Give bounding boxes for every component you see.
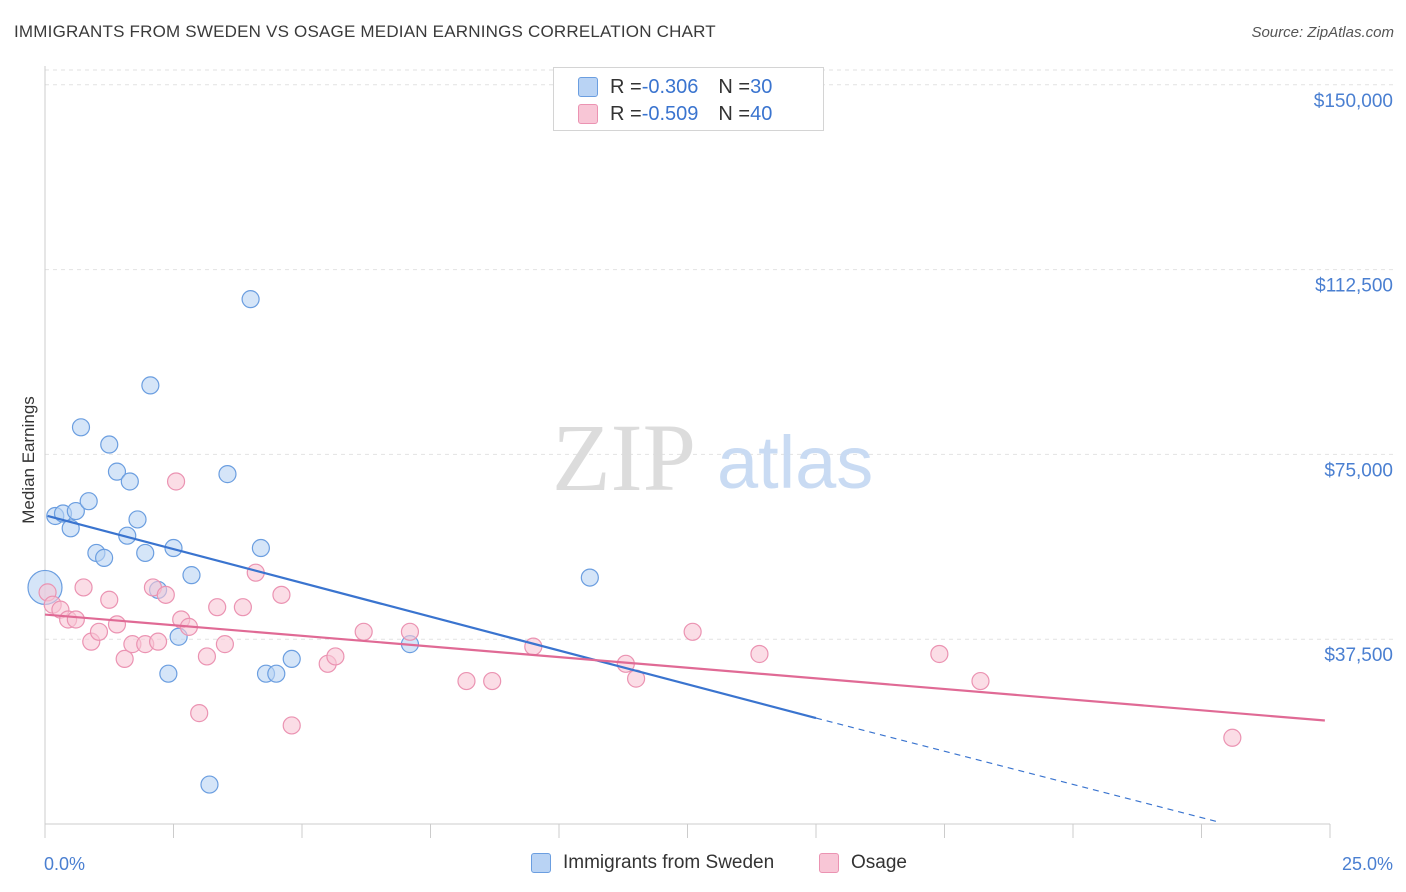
legend-n-label: N = [718,75,751,98]
legend-swatch-pink [578,104,598,124]
series-osage-points [38,472,1242,747]
sweden-point [107,462,127,481]
axis-labels: $37,500 $75,000 $112,500 $150,000 0.0% 25.0% M… [19,91,1393,874]
axes [44,66,1331,838]
sweden-point [282,649,301,669]
trend-lines [44,514,1325,823]
osage-point [483,671,502,691]
osage-point [524,637,543,656]
chart-title: IMMIGRANTS FROM SWEDEN VS OSAGE MEDIAN E… [14,22,716,41]
osage-point [89,622,109,641]
bottom-legend-osage: Osage [819,852,907,874]
y-axis-label: Median Earnings [19,396,38,524]
osage-point [215,635,234,654]
legend-row-osage: R = -0.509 N = 40 [578,101,772,127]
osage-point [148,632,168,651]
bottom-legend-label: Osage [851,852,907,873]
y-tick-label: $37,500 [1324,645,1393,666]
bottom-swatch-blue [531,853,551,873]
bottom-legend-label: Immigrants from Sweden [563,852,775,873]
data-points [27,290,1242,794]
osage-point [208,598,227,617]
sweden-trend-line [47,514,817,720]
series-sweden-points [27,290,599,794]
grid-lines [45,69,1395,640]
sweden-point [182,566,201,585]
sweden-point [241,290,260,309]
sweden-point [580,568,599,587]
osage-point [683,622,702,641]
watermark-atlas: atlas [717,421,873,504]
watermark-zip: ZIP [552,404,696,511]
osage-point [1223,728,1242,747]
legend-r-value: -0.509 [641,102,699,125]
legend-r-label: R = [610,75,642,98]
osage-point [457,671,476,691]
source-label: Source: ZipAtlas.com [1251,24,1394,41]
osage-trend-line [44,613,1325,722]
sweden-point [200,775,219,794]
x-tick-label: 25.0% [1342,854,1393,874]
osage-point [272,585,291,604]
bottom-legend-sweden: Immigrants from Sweden [531,852,774,874]
osage-point [354,622,373,641]
sweden-point [251,538,270,558]
osage-point [115,649,134,669]
sweden-point [95,548,114,567]
legend-r-value: -0.306 [641,75,699,98]
sweden-point [136,543,155,563]
legend-row-sweden: R = -0.306 N = 30 [578,74,772,100]
sweden-point [141,376,160,395]
osage-point [100,590,119,609]
sweden-point [218,465,237,484]
osage-point [971,671,990,691]
osage-point [930,644,949,664]
osage-point [156,585,175,604]
osage-point [74,578,93,597]
x-tick-label: 0.0% [44,854,85,874]
y-tick-label: $112,500 [1315,276,1393,297]
osage-point [282,716,301,735]
osage-point [197,647,217,666]
sweden-point [71,418,91,437]
sweden-trend-extension [815,717,1218,823]
osage-point [166,472,186,491]
sweden-point [128,510,147,529]
legend-n-value: 40 [750,102,773,125]
y-tick-label: $75,000 [1324,460,1393,481]
osage-point [326,647,345,666]
sweden-point [159,664,178,683]
stats-legend: R = -0.306 N = 30 R = -0.509 N = 40 [553,67,824,131]
sweden-point [79,492,98,511]
legend-n-value: 30 [750,75,773,98]
sweden-point [66,501,85,521]
osage-point [190,704,209,723]
watermark: ZIP atlas [552,404,873,511]
sweden-point [120,472,139,491]
osage-point [233,598,252,617]
sweden-point [267,664,286,683]
osage-point [66,610,85,629]
legend-r-label: R = [610,102,642,125]
sweden-point [100,435,119,454]
osage-point [107,615,127,634]
osage-point [400,622,420,641]
y-tick-label: $150,000 [1314,91,1393,112]
legend-swatch-blue [578,77,598,97]
bottom-swatch-pink [819,853,839,873]
legend-n-label: N = [718,102,751,125]
osage-point [750,644,769,664]
